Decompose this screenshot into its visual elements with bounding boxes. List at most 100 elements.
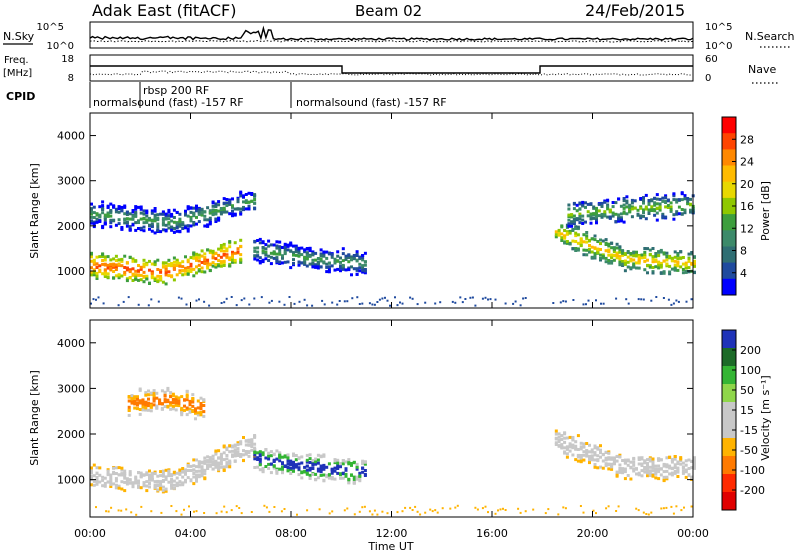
heatmap-cell: [283, 454, 287, 458]
heatmap-cell: [319, 454, 323, 458]
colorbar-tick-label: -100: [740, 464, 765, 477]
heatmap-cell: [161, 479, 165, 482]
heatmap-cell: [178, 269, 182, 273]
heatmap-cell: [660, 507, 663, 510]
heatmap-cell: [199, 405, 203, 409]
heatmap-cell: [195, 258, 198, 262]
heatmap-cell: [181, 221, 185, 225]
heatmap-cell: [286, 453, 290, 457]
heatmap-cell: [139, 211, 143, 215]
heatmap-cell: [185, 413, 189, 417]
heatmap-cell: [206, 218, 210, 222]
heatmap-cell: [109, 221, 113, 225]
heatmap-cell: [341, 476, 345, 480]
heatmap-cell: [172, 263, 176, 267]
heatmap-cell: [651, 247, 655, 250]
heatmap-cell: [640, 253, 644, 257]
heatmap-cell: [633, 206, 637, 210]
heatmap-cell: [233, 454, 237, 458]
heatmap-cell: [142, 216, 146, 220]
heatmap-cell: [134, 269, 138, 273]
velocity-ylabel: Slant Range [km]: [28, 370, 41, 466]
heatmap-cell: [219, 212, 223, 216]
heatmap-cell: [404, 506, 407, 509]
colorbar-tick-label: 20: [740, 178, 754, 191]
heatmap-cell: [191, 393, 195, 397]
heatmap-cell: [196, 413, 200, 417]
heatmap-cell: [208, 251, 212, 255]
heatmap-cell: [297, 251, 301, 255]
heatmap-cell: [582, 442, 586, 446]
heatmap-cell: [181, 223, 185, 227]
heatmap-cell: [261, 451, 265, 455]
heatmap-cell: [225, 297, 228, 300]
heatmap-cell: [167, 222, 171, 226]
heatmap-cell: [131, 272, 135, 276]
heatmap-cell: [617, 213, 621, 217]
heatmap-cell: [123, 476, 127, 480]
heatmap-cell: [429, 508, 432, 511]
heatmap-cell: [560, 443, 564, 447]
heatmap-cell: [623, 467, 627, 471]
heatmap-cell: [693, 255, 696, 259]
heatmap-cell: [319, 259, 323, 263]
heatmap-cell: [673, 463, 677, 467]
heatmap-cell: [659, 271, 663, 275]
heatmap-cell: [128, 217, 132, 221]
heatmap-cell: [350, 265, 353, 269]
heatmap-cell: [217, 466, 221, 469]
heatmap-cell: [172, 267, 176, 271]
heatmap-cell: [611, 214, 615, 218]
heatmap-cell: [211, 463, 215, 467]
heatmap-cell: [236, 250, 240, 254]
heatmap-cell: [90, 210, 93, 214]
heatmap-cell: [681, 271, 685, 275]
heatmap-cell: [614, 212, 618, 216]
heatmap-cell: [256, 250, 260, 254]
heatmap-cell: [148, 259, 151, 263]
heatmap-cell: [181, 469, 185, 473]
heatmap-cell: [489, 298, 492, 301]
heatmap-cell: [352, 257, 356, 261]
heatmap-cell: [141, 405, 145, 409]
heatmap-cell: [322, 467, 326, 471]
heatmap-cell: [578, 215, 582, 218]
heatmap-cell: [170, 477, 174, 481]
heatmap-cell: [676, 475, 680, 478]
heatmap-cell: [293, 302, 296, 305]
heatmap-cell: [619, 204, 623, 208]
heatmap-cell: [128, 478, 132, 482]
heatmap-cell: [363, 251, 367, 255]
heatmap-cell: [131, 214, 135, 218]
heatmap-cell: [131, 223, 135, 227]
heatmap-cell: [206, 467, 210, 470]
heatmap-cell: [144, 393, 148, 397]
heatmap-cell: [195, 215, 198, 219]
heatmap-cell: [618, 257, 622, 261]
heatmap-cell: [416, 510, 419, 513]
heatmap-cell: [283, 303, 286, 306]
heatmap-cell: [211, 210, 215, 214]
heatmap-cell: [300, 253, 304, 257]
heatmap-cell: [582, 233, 586, 237]
heatmap-cell: [578, 212, 582, 216]
heatmap-cell: [217, 218, 221, 222]
heatmap-cell: [303, 259, 307, 263]
heatmap-cell: [681, 262, 685, 266]
heatmap-cell: [319, 473, 323, 477]
heatmap-cell: [250, 438, 254, 442]
colorbar-tick-label: -200: [740, 484, 765, 497]
heatmap-cell: [98, 270, 102, 274]
heatmap-cell: [593, 465, 597, 469]
heatmap-cell: [258, 459, 262, 463]
heatmap-cell: [604, 451, 608, 454]
heatmap-cell: [629, 266, 633, 270]
heatmap-cell: [632, 460, 636, 464]
heatmap-cell: [330, 253, 334, 257]
heatmap-cell: [199, 396, 203, 400]
heatmap-cell: [103, 222, 107, 226]
x-tick-label: 00:00: [74, 527, 106, 540]
heatmap-cell: [675, 210, 679, 214]
heatmap-cell: [622, 220, 626, 224]
heatmap-cell: [593, 453, 597, 457]
